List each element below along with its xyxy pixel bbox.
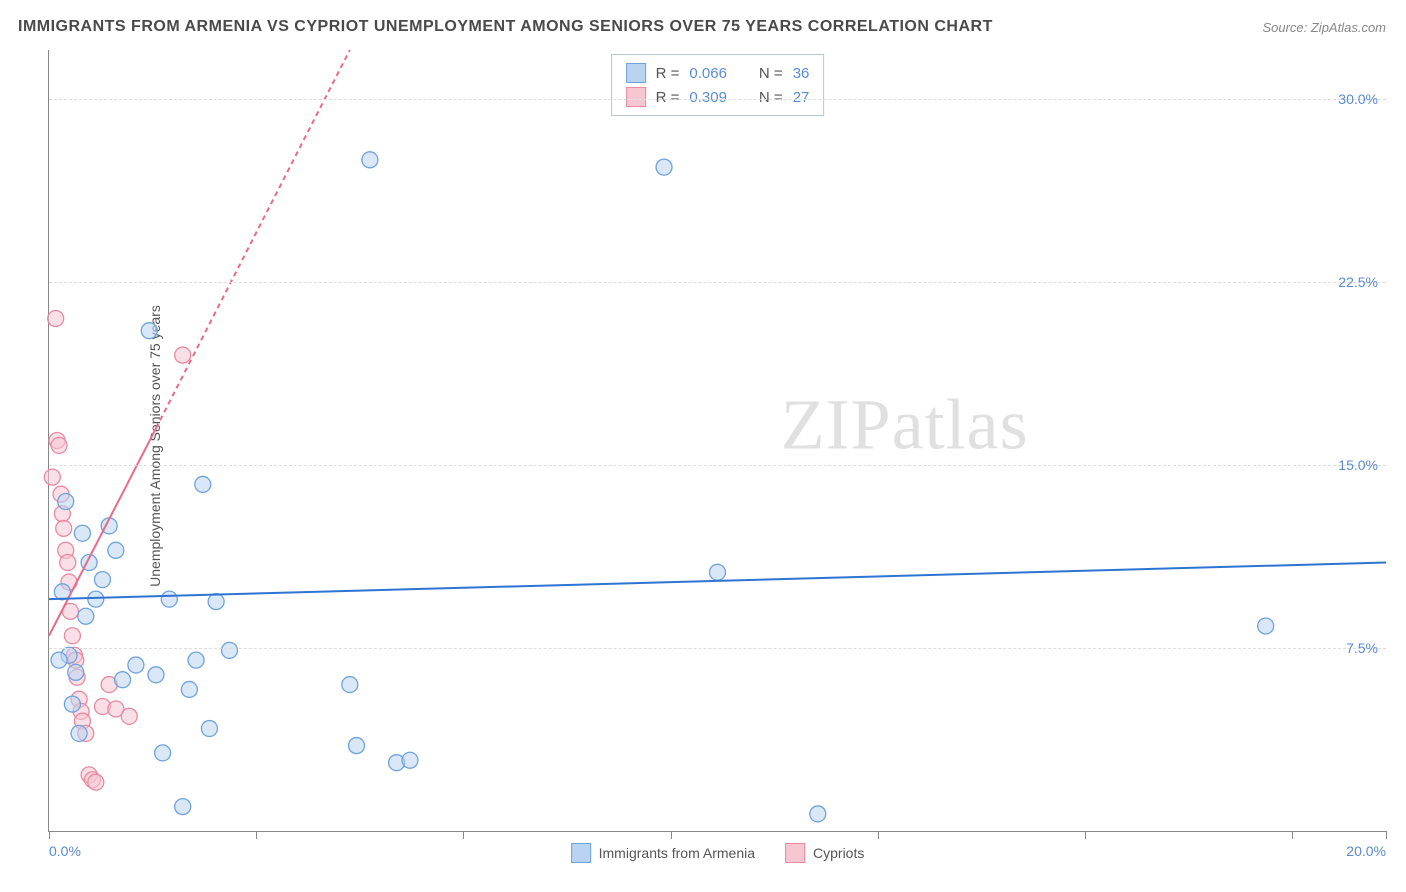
legend-bottom-a: Immigrants from Armenia	[571, 843, 755, 863]
legend-bottom-swatch-b	[785, 843, 805, 863]
scatter-point	[121, 708, 137, 724]
scatter-point	[141, 323, 157, 339]
legend-row-a: R = 0.066 N = 36	[626, 61, 810, 85]
x-tick	[1386, 831, 1387, 839]
scatter-point	[221, 642, 237, 658]
scatter-point	[402, 752, 418, 768]
source-label: Source: ZipAtlas.com	[1262, 20, 1386, 35]
legend-n-value-b: 27	[793, 89, 810, 106]
scatter-point	[71, 725, 87, 741]
legend-bottom-label-a: Immigrants from Armenia	[599, 845, 755, 861]
scatter-point	[64, 628, 80, 644]
scatter-point	[78, 608, 94, 624]
scatter-point	[148, 667, 164, 683]
scatter-point	[175, 347, 191, 363]
legend-row-b: R = 0.309 N = 27	[626, 85, 810, 109]
x-tick	[256, 831, 257, 839]
gridline	[49, 648, 1386, 649]
legend-r-label-a: R =	[656, 65, 680, 82]
scatter-point	[64, 696, 80, 712]
scatter-point	[68, 664, 84, 680]
scatter-point	[188, 652, 204, 668]
legend-swatch-b	[626, 87, 646, 107]
scatter-point	[108, 542, 124, 558]
legend-bottom: Immigrants from Armenia Cypriots	[571, 843, 865, 863]
scatter-point	[88, 591, 104, 607]
legend-bottom-b: Cypriots	[785, 843, 864, 863]
legend-bottom-label-b: Cypriots	[813, 845, 864, 861]
scatter-point	[94, 572, 110, 588]
scatter-point	[60, 555, 76, 571]
chart-title: IMMIGRANTS FROM ARMENIA VS CYPRIOT UNEMP…	[18, 18, 993, 36]
legend-n-label-a: N =	[759, 65, 783, 82]
scatter-point	[656, 159, 672, 175]
x-tick	[463, 831, 464, 839]
scatter-point	[161, 591, 177, 607]
y-tick-label: 22.5%	[1338, 274, 1378, 290]
scatter-point	[810, 806, 826, 822]
scatter-point	[342, 677, 358, 693]
y-tick-label: 7.5%	[1346, 640, 1378, 656]
plot-svg	[49, 50, 1386, 831]
scatter-point	[48, 310, 64, 326]
x-tick	[878, 831, 879, 839]
scatter-point	[88, 774, 104, 790]
legend-n-label-b: N =	[759, 89, 783, 106]
y-tick-label: 15.0%	[1338, 457, 1378, 473]
x-tick	[671, 831, 672, 839]
scatter-point	[710, 564, 726, 580]
legend-swatch-a	[626, 63, 646, 83]
y-tick-label: 30.0%	[1338, 91, 1378, 107]
x-tick-max: 20.0%	[1346, 843, 1386, 859]
legend-top: R = 0.066 N = 36 R = 0.309 N = 27	[611, 54, 825, 116]
scatter-point	[51, 437, 67, 453]
legend-r-value-b: 0.309	[689, 89, 727, 106]
x-tick	[1085, 831, 1086, 839]
legend-r-label-b: R =	[656, 89, 680, 106]
scatter-point	[51, 652, 67, 668]
scatter-point	[201, 720, 217, 736]
x-tick	[1292, 831, 1293, 839]
scatter-point	[349, 738, 365, 754]
scatter-point	[128, 657, 144, 673]
scatter-point	[74, 525, 90, 541]
gridline	[49, 99, 1386, 100]
scatter-point	[175, 799, 191, 815]
trend-line	[156, 50, 350, 428]
legend-bottom-swatch-a	[571, 843, 591, 863]
x-tick	[49, 831, 50, 839]
scatter-point	[181, 681, 197, 697]
chart-container: IMMIGRANTS FROM ARMENIA VS CYPRIOT UNEMP…	[0, 0, 1406, 892]
scatter-point	[362, 152, 378, 168]
scatter-point	[155, 745, 171, 761]
legend-r-value-a: 0.066	[689, 65, 727, 82]
scatter-point	[1258, 618, 1274, 634]
scatter-point	[208, 594, 224, 610]
scatter-point	[44, 469, 60, 485]
scatter-point	[56, 520, 72, 536]
scatter-point	[195, 476, 211, 492]
gridline	[49, 465, 1386, 466]
plot-area: ZIPatlas R = 0.066 N = 36 R = 0.309 N = …	[48, 50, 1386, 832]
gridline	[49, 282, 1386, 283]
scatter-point	[58, 494, 74, 510]
x-tick-min: 0.0%	[49, 843, 81, 859]
scatter-point	[115, 672, 131, 688]
legend-n-value-a: 36	[793, 65, 810, 82]
